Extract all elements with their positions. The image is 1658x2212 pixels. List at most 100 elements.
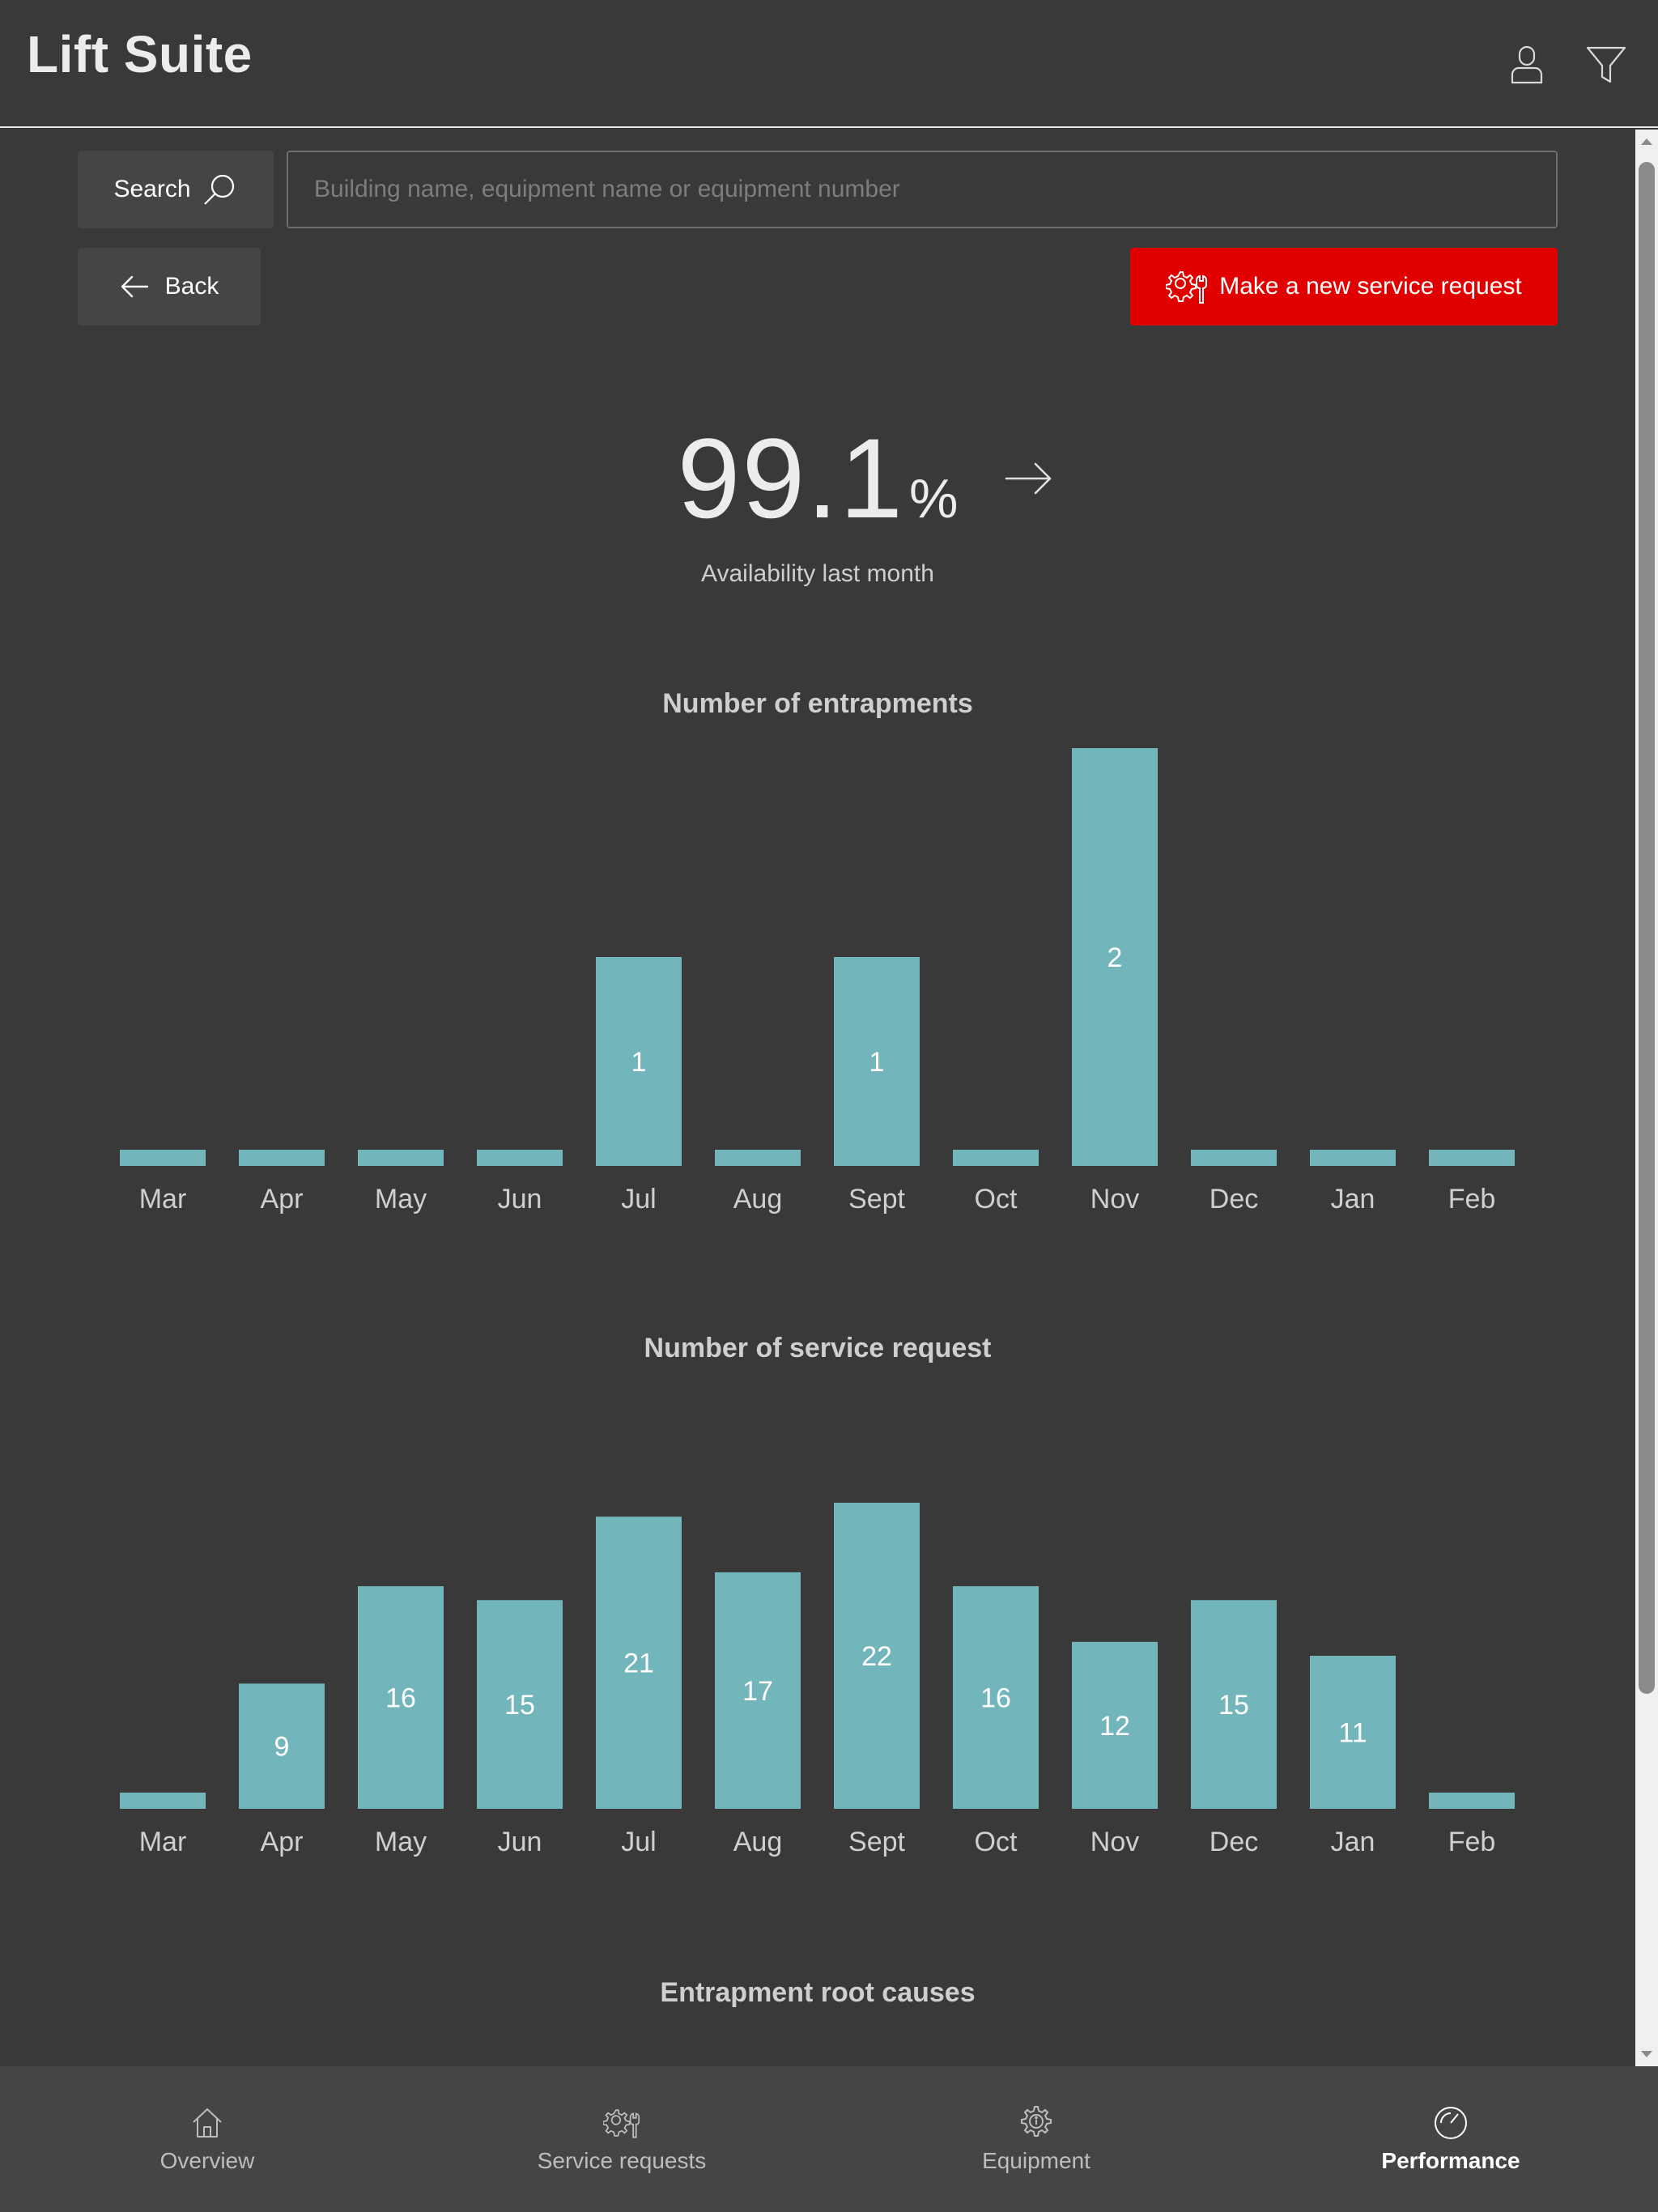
service-request-tick-label: Jun — [498, 1827, 542, 1857]
entrapments-tick-label: Jun — [498, 1184, 542, 1214]
service-request-data-label: 15 — [504, 1690, 535, 1721]
search-icon — [203, 174, 234, 205]
app-header: Lift Suite — [0, 0, 1658, 128]
nav-label-overview: Overview — [159, 2148, 255, 2173]
entrapments-tick-label: Apr — [261, 1184, 304, 1214]
scroll-thumb[interactable] — [1639, 162, 1655, 1694]
service-request-chart-title: Number of service request — [644, 1333, 992, 1363]
entrapments-bar-mar[interactable] — [120, 1150, 206, 1166]
back-button-label: Back — [164, 273, 219, 300]
availability-unit: % — [909, 468, 959, 530]
availability-value: 99.1 — [677, 415, 904, 542]
nav-item-service-requests[interactable]: Service requests — [414, 2066, 829, 2212]
entrapments-tick-label: Oct — [975, 1184, 1018, 1214]
entrapments-bar-dec[interactable] — [1191, 1150, 1277, 1166]
service-request-data-label: 17 — [742, 1676, 773, 1707]
service-request-bar-mar[interactable] — [120, 1793, 206, 1809]
entrapments-bar-apr[interactable] — [239, 1150, 325, 1166]
arrow-left-icon — [121, 275, 148, 298]
service-request-tick-label: Dec — [1209, 1827, 1258, 1857]
service-request-data-label: 11 — [1338, 1718, 1367, 1749]
entrapments-chart-svg: Mar Apr May Jun 1 Jul Aug 1 Sept Oct 2 Nov Dec Jan Feb — [120, 748, 1515, 1214]
service-request-bar-oct[interactable] — [953, 1586, 1039, 1809]
entrapments-tick-label: Aug — [733, 1184, 783, 1214]
entrapments-tick-label: Mar — [139, 1184, 187, 1214]
nav-item-overview[interactable]: Overview — [0, 2066, 414, 2212]
service-request-bar-may[interactable] — [358, 1586, 444, 1809]
entrapments-data-label: 2 — [1107, 942, 1123, 973]
service-request-icon — [603, 2109, 640, 2138]
gauge-icon — [1435, 2107, 1467, 2139]
service-request-bar-nov[interactable] — [1072, 1641, 1158, 1809]
entrapments-bar-jan[interactable] — [1310, 1150, 1396, 1166]
service-request-tick-label: May — [375, 1827, 427, 1857]
nav-item-performance[interactable]: Performance — [1244, 2066, 1658, 2212]
new-service-request-button[interactable]: Make a new service request — [1130, 248, 1558, 325]
service-request-data-label: 21 — [623, 1648, 654, 1679]
new-service-request-label: Make a new service request — [1219, 273, 1522, 300]
entrapments-tick-label: Jul — [621, 1184, 656, 1214]
entrapments-tick-label: Feb — [1448, 1184, 1496, 1214]
scroll-up-icon[interactable] — [1635, 133, 1658, 151]
service-request-tick-label: Apr — [261, 1827, 304, 1857]
nav-label-performance: Performance — [1381, 2148, 1520, 2173]
scroll-down-icon[interactable] — [1635, 2045, 1658, 2063]
service-request-tick-label: Aug — [733, 1827, 783, 1857]
service-request-tick-label: Nov — [1090, 1827, 1139, 1857]
service-request-icon — [1166, 271, 1208, 304]
availability-label: Availability last month — [701, 560, 934, 587]
bottom-nav: Overview Service requests Equipment Perf… — [0, 2066, 1658, 2212]
entrapments-bar-may[interactable] — [358, 1150, 444, 1166]
service-request-data-label: 9 — [274, 1732, 290, 1763]
service-request-data-label: 12 — [1099, 1711, 1130, 1742]
service-request-chart-svg: Mar 9 Apr 16 May 15 Jun 21 Jul 17 Aug 22 Sept 16 Oct 12… — [120, 1503, 1515, 1857]
user-icon[interactable] — [1503, 40, 1551, 89]
service-request-tick-label: Mar — [139, 1827, 187, 1857]
entrapments-tick-label: Dec — [1209, 1184, 1258, 1214]
entrapments-tick-label: Jan — [1331, 1184, 1375, 1214]
entrapments-chart: Mar Apr May Jun 1 Jul Aug 1 Sept Oct 2 Nov Dec Jan Feb — [0, 729, 1635, 1231]
nav-item-equipment[interactable]: Equipment — [829, 2066, 1244, 2212]
service-request-bar-aug[interactable] — [715, 1572, 801, 1809]
service-request-tick-label: Jul — [621, 1827, 656, 1857]
service-request-data-label: 16 — [385, 1683, 416, 1714]
entrapments-bar-nov[interactable] — [1072, 748, 1158, 1166]
entrapments-bar-oct[interactable] — [953, 1150, 1039, 1166]
search-button-label: Search — [113, 176, 191, 202]
app-title: Lift Suite — [27, 25, 253, 83]
service-request-data-label: 16 — [980, 1683, 1011, 1714]
service-request-bar-jun[interactable] — [477, 1600, 563, 1809]
service-request-tick-label: Sept — [848, 1827, 905, 1857]
entrapments-bar-sept[interactable] — [834, 957, 920, 1166]
search-button[interactable]: Search — [78, 151, 274, 228]
service-request-data-label: 15 — [1218, 1690, 1249, 1721]
entrapments-tick-label: May — [375, 1184, 427, 1214]
root-causes-title: Entrapment root causes — [660, 1977, 976, 2008]
search-input[interactable] — [287, 151, 1558, 228]
service-request-bar-jan[interactable] — [1310, 1656, 1396, 1809]
entrapments-tick-label: Sept — [848, 1184, 905, 1214]
service-request-chart: Mar 9 Apr 16 May 15 Jun 21 Jul 17 Aug 22 Sept 16 Oct 12… — [0, 1376, 1635, 1878]
entrapments-data-label: 1 — [631, 1047, 647, 1078]
entrapments-tick-label: Nov — [1090, 1184, 1139, 1214]
entrapments-bar-jul[interactable] — [596, 957, 682, 1166]
service-request-data-label: 22 — [861, 1641, 892, 1672]
entrapments-bar-aug[interactable] — [715, 1150, 801, 1166]
page-scrollbar[interactable] — [1635, 130, 1658, 2066]
equipment-icon — [1021, 2106, 1052, 2137]
entrapments-bar-jun[interactable] — [477, 1150, 563, 1166]
entrapments-bar-feb[interactable] — [1429, 1150, 1515, 1166]
service-request-bar-apr[interactable] — [239, 1683, 325, 1809]
entrapments-data-label: 1 — [869, 1047, 885, 1078]
service-request-bar-jul[interactable] — [596, 1516, 682, 1809]
nav-label-service-requests: Service requests — [537, 2148, 707, 2173]
service-request-tick-label: Feb — [1448, 1827, 1496, 1857]
service-request-bar-feb[interactable] — [1429, 1793, 1515, 1809]
arrow-right-icon[interactable] — [1003, 453, 1055, 504]
home-icon — [193, 2108, 222, 2138]
filter-icon[interactable] — [1582, 40, 1630, 89]
availability-kpi: 99.1 % — [0, 413, 1635, 542]
service-request-bar-sept[interactable] — [834, 1503, 920, 1809]
service-request-bar-dec[interactable] — [1191, 1600, 1277, 1809]
back-button[interactable]: Back — [78, 248, 261, 325]
